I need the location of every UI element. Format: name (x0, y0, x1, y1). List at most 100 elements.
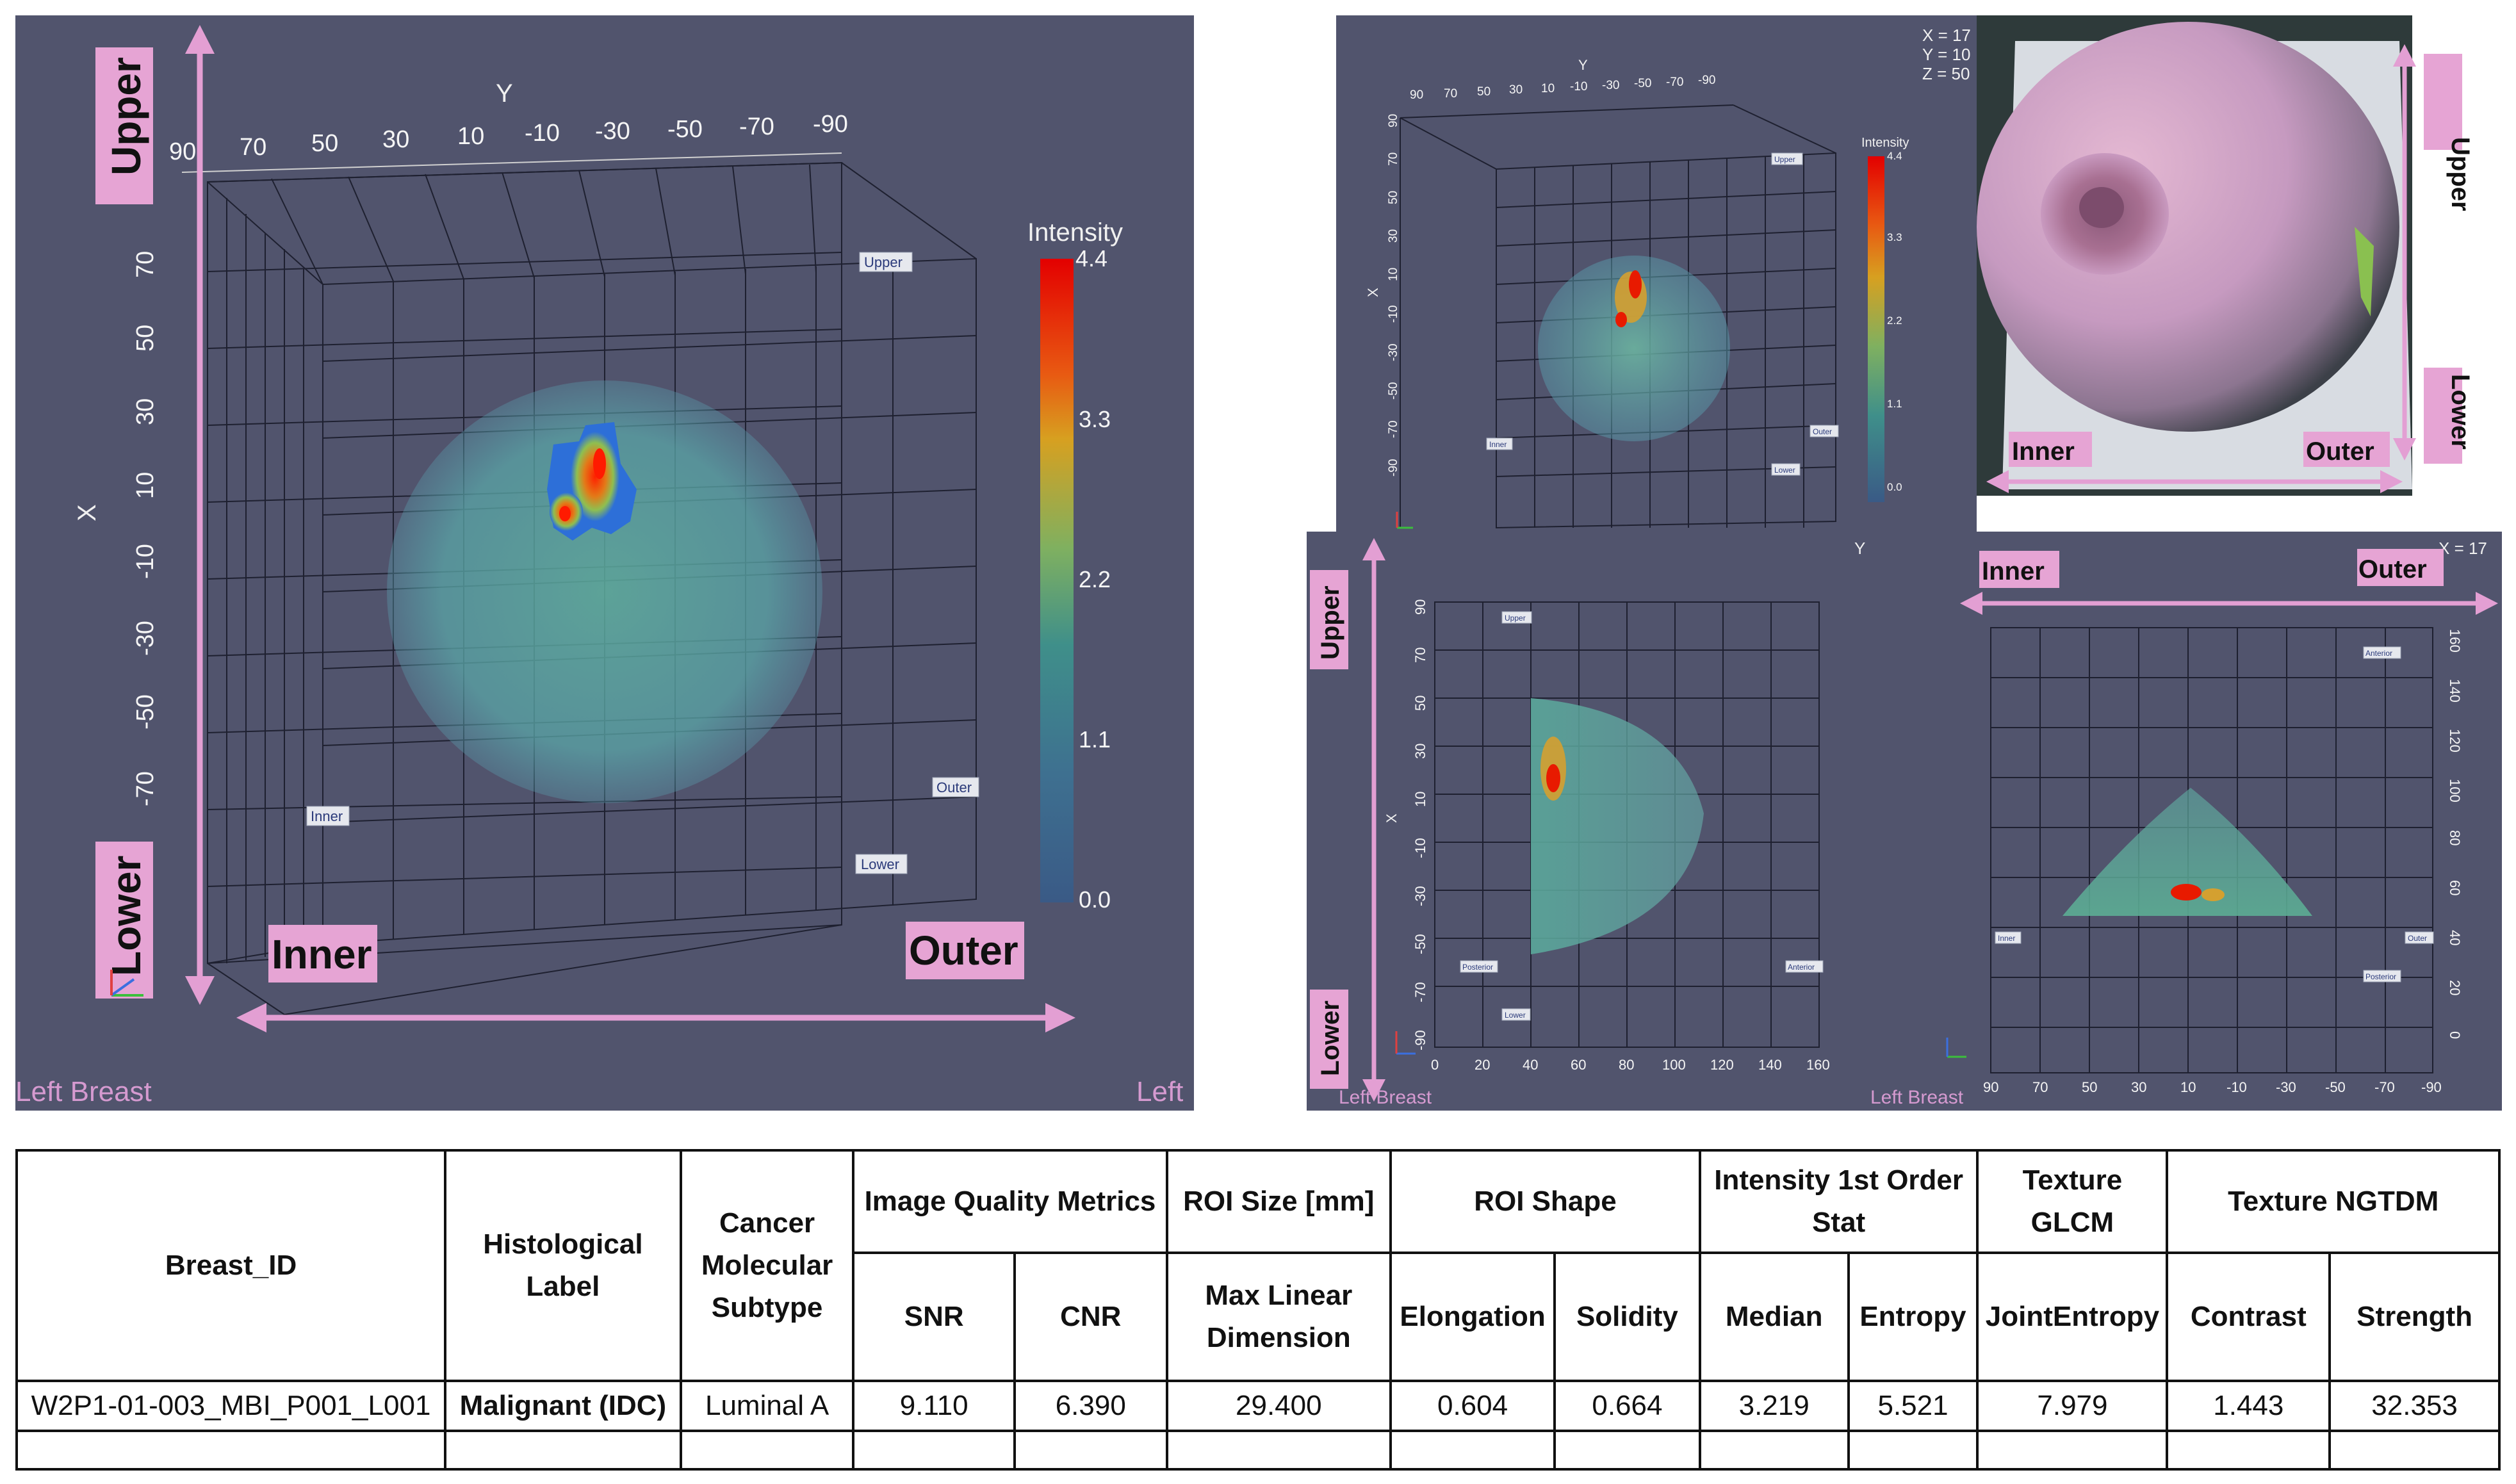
front-orientation-tags: Anterior Inner Outer Posterior (1995, 646, 2434, 983)
svg-text:Outer: Outer (1813, 427, 1832, 436)
header-breast-id: Breast_ID (15, 1149, 447, 1382)
svg-text:10: 10 (457, 123, 484, 150)
main-footer-left: Left Breast (15, 1076, 152, 1107)
top-x-ticks: 90 70 50 30 10 -10 -30 -50 -70 -90 (1387, 114, 1400, 477)
header-strength: Strength (2328, 1252, 2501, 1382)
cell-empty (1389, 1430, 1556, 1471)
svg-text:70: 70 (1387, 152, 1400, 166)
photo-tag-outer: Outer (2303, 432, 2390, 467)
svg-text:Upper: Upper (103, 57, 149, 175)
svg-text:-50: -50 (132, 694, 159, 730)
side-h-ticks: 0 20 40 60 80 100 120 140 160 (1431, 1057, 1830, 1073)
svg-text:1.1: 1.1 (1079, 726, 1111, 753)
main-footer-right: Left (1136, 1076, 1183, 1107)
svg-text:-10: -10 (1387, 306, 1400, 323)
cell-empty (1165, 1430, 1393, 1471)
top-lesion-hotspot (1615, 270, 1647, 327)
top-y-axis-label: Y (1578, 57, 1588, 73)
svg-text:10: 10 (1387, 268, 1400, 281)
svg-text:70: 70 (240, 134, 266, 161)
svg-text:Anterior: Anterior (1788, 963, 1815, 972)
cell-empty (1013, 1430, 1168, 1471)
photo-vertical-arrow (2393, 44, 2416, 461)
svg-text:Y = 10: Y = 10 (1922, 45, 1970, 64)
front-footer: Left Breast (1870, 1087, 1964, 1108)
svg-text:70: 70 (2032, 1079, 2048, 1095)
svg-text:40: 40 (2447, 930, 2463, 945)
svg-text:-10: -10 (1570, 80, 1587, 94)
header-texture-glcm: Texture GLCM (1976, 1149, 2169, 1254)
svg-text:-30: -30 (1602, 79, 1619, 92)
svg-text:-90: -90 (813, 111, 848, 138)
top-breast-volume (1538, 256, 1730, 441)
table-row: W2P1-01-003_MBI_P001_L001 Malignant (IDC… (15, 1380, 2501, 1432)
main-3d-view[interactable]: Y 90 70 50 30 10 -10 -30 -50 -70 -90 X 7… (15, 15, 1194, 1111)
svg-text:-70: -70 (1387, 421, 1400, 438)
cell-empty (15, 1430, 447, 1471)
top-y-ticks: 90 70 50 30 10 -10 -30 -50 -70 -90 (1410, 74, 1715, 102)
svg-text:1.1: 1.1 (1887, 398, 1902, 410)
svg-text:-50: -50 (1387, 382, 1400, 400)
lesion-hotspot (547, 422, 637, 541)
breast-volume (387, 380, 822, 803)
side-vertical-arrow (1362, 538, 1385, 1102)
svg-text:30: 30 (1387, 229, 1400, 243)
front-v-ticks: 160 140 120 100 80 60 40 20 0 (2447, 629, 2463, 1039)
cell-empty (2328, 1430, 2501, 1471)
header-roi-size: ROI Size [mm] (1165, 1149, 1393, 1254)
cell-empty (679, 1430, 855, 1471)
svg-text:50: 50 (1412, 696, 1428, 711)
svg-text:80: 80 (2447, 830, 2463, 845)
svg-text:-50: -50 (1634, 77, 1651, 90)
cell-histological: Malignant (IDC) (444, 1380, 682, 1432)
svg-text:140: 140 (1758, 1057, 1782, 1073)
header-snr: SNR (852, 1252, 1016, 1382)
main-tag-upper: Upper (95, 47, 153, 204)
svg-text:Posterior: Posterior (1462, 963, 1493, 972)
top-3d-view[interactable]: X = 17 Y = 10 Z = 50 Y 90 70 50 30 10 -1… (1336, 15, 1977, 541)
svg-text:50: 50 (2082, 1079, 2097, 1095)
main-axis-triad-icon (110, 970, 143, 997)
breast-photo-panel[interactable]: Upper Lower Inner Outer (1977, 15, 2502, 528)
svg-text:0: 0 (1431, 1057, 1439, 1073)
svg-text:Lower: Lower (1505, 1011, 1526, 1020)
svg-text:-70: -70 (1666, 76, 1683, 89)
svg-text:30: 30 (1509, 83, 1523, 97)
svg-text:30: 30 (1412, 744, 1428, 759)
header-median: Median (1698, 1252, 1850, 1382)
side-orientation-tags: Upper Posterior Lower Anterior (1460, 611, 1824, 1021)
svg-text:Upper: Upper (864, 254, 903, 270)
svg-text:-50: -50 (1412, 934, 1428, 954)
cell-cnr: 6.390 (1013, 1380, 1168, 1432)
cell-empty (1553, 1430, 1701, 1471)
side-2d-view[interactable]: Y = 10 X 90 70 50 30 10 -10 -30 -50 -70 … (1307, 532, 1870, 1111)
main-orientation-tags: Upper Inner Outer Lower (306, 252, 979, 874)
svg-text:-10: -10 (132, 544, 159, 579)
cell-subtype: Luminal A (679, 1380, 855, 1432)
svg-text:-30: -30 (1387, 344, 1400, 361)
main-tag-lower: Lower (95, 842, 153, 999)
table-row-empty (15, 1430, 2501, 1471)
svg-text:50: 50 (1477, 85, 1491, 99)
svg-text:Z = 50: Z = 50 (1922, 64, 1970, 83)
svg-text:-70: -70 (132, 771, 159, 806)
photo-tag-inner: Inner (2009, 432, 2092, 467)
cell-max-linear: 29.400 (1165, 1380, 1393, 1432)
svg-text:0: 0 (2447, 1031, 2463, 1039)
svg-text:Inner: Inner (311, 808, 343, 824)
svg-text:10: 10 (1412, 792, 1428, 807)
svg-text:-30: -30 (2276, 1079, 2296, 1095)
side-axis-triad-icon (1395, 1031, 1416, 1055)
svg-text:4.4: 4.4 (1075, 245, 1107, 272)
svg-text:Lower: Lower (103, 856, 149, 976)
front-tag-outer: Outer (2357, 549, 2444, 586)
svg-text:-90: -90 (1698, 74, 1715, 87)
header-subtype: Cancer Molecular Subtype (679, 1149, 855, 1382)
cell-empty (852, 1430, 1016, 1471)
front-tag-inner: Inner (1979, 551, 2059, 588)
side-tag-lower: Lower (1310, 990, 1348, 1089)
front-2d-view[interactable]: X = 17 160 140 120 100 80 60 40 20 0 90 … (1870, 532, 2502, 1111)
header-roi-shape: ROI Shape (1389, 1149, 1701, 1254)
top-colorbar-ticks: 4.4 3.3 2.2 1.1 0.0 (1887, 150, 1902, 493)
svg-text:-10: -10 (2226, 1079, 2247, 1095)
